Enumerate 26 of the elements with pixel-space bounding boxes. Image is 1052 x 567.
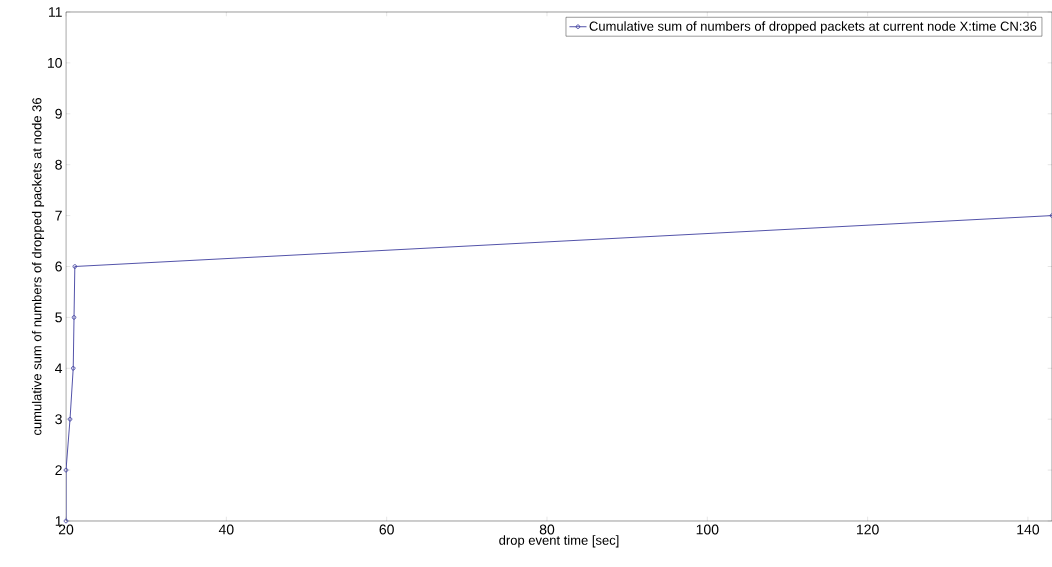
y-tick-label: 7: [55, 210, 62, 221]
legend-label: Cumulative sum of numbers of dropped packets at current node X:time CN:36: [589, 21, 1037, 34]
y-tick-label: 3: [55, 414, 62, 425]
y-tick-label: 2: [55, 465, 62, 475]
point: [72, 264, 78, 269]
point: [67, 416, 73, 422]
y-axis-title: cumulative sum of numbers of dropped packets at node 36: [31, 98, 45, 436]
x-tick-label: 40: [218, 524, 234, 535]
x-tick-label: 80: [539, 524, 555, 535]
y-tick-label: 8: [55, 159, 62, 170]
point: [71, 315, 77, 320]
y-tick-label: 5: [55, 312, 62, 323]
point: [63, 467, 69, 473]
y-tick-label: 9: [55, 108, 62, 119]
x-tick-label: 120: [857, 524, 879, 535]
y-tick-label: 10: [47, 57, 62, 68]
y-tick-label: 1: [55, 516, 62, 526]
y-tick-label: 11: [49, 7, 62, 17]
y-tick-label: 4: [55, 363, 63, 374]
x-tick-label: 140: [1017, 524, 1040, 535]
x-axis-title: drop event time [sec]: [499, 535, 619, 548]
x-tick-label: 60: [379, 524, 394, 535]
point: [70, 366, 76, 371]
y-tick-label: 6: [55, 261, 62, 272]
x-tick-label: 20: [58, 524, 74, 535]
x-tick-label: 100: [696, 524, 719, 535]
